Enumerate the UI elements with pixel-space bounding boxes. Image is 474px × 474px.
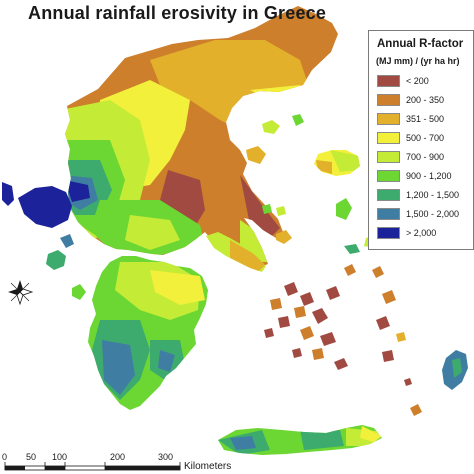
scale-tick-label: 100 [52,452,68,462]
legend-swatch [377,75,400,87]
legend-swatch [377,208,400,220]
legend-item: > 2,000 [377,227,473,239]
samothraki-island [292,114,304,126]
legend-swatch [377,113,400,125]
legend-item: 200 - 350 [377,94,473,106]
legend-swatch [377,189,400,201]
kefalonia-island [46,250,66,270]
legend-item: 500 - 700 [377,132,473,144]
scale-tick-label: 200 [110,452,126,462]
lesvos-island [314,150,360,176]
legend-swatch [377,132,400,144]
mainland-greece [65,6,338,268]
chios-island [336,198,352,220]
thasos-island [262,120,280,134]
skyros-island [276,230,292,244]
legend-units: (MJ mm) / (yr ha hr) [376,56,460,66]
legend-label: > 2,000 [406,228,437,238]
legend-swatch [377,94,400,106]
epirus-coast [18,186,72,228]
map-title: Annual rainfall erosivity in Greece [28,3,327,23]
legend-label: 1,500 - 2,000 [406,209,460,219]
scale-bar [4,462,181,471]
dodecanese-islands [372,266,422,416]
legend: Annual R-factor (MJ mm) / (yr ha hr) < 2… [368,30,474,250]
legend-swatch [377,227,400,239]
evia-island [206,232,266,272]
lefkada-island [60,234,74,248]
legend-label: < 200 [406,76,429,86]
corfu-island [2,182,14,206]
legend-item: 900 - 1,200 [377,170,473,182]
alonissos-island [276,206,286,216]
cyclades-islands [264,264,356,370]
rhodes-inner-zone [452,358,462,378]
zakynthos-island [72,284,86,300]
compass-rose-icon [8,280,34,306]
scale-tick-label: 50 [26,452,37,462]
legend-item: < 200 [377,75,473,87]
legend-label: 900 - 1,200 [406,171,452,181]
skopelos-island [262,204,272,214]
legend-swatch [377,170,400,182]
legend-label: 1,200 - 1,500 [406,190,460,200]
ikaria-island [344,244,360,254]
scale-tick-label: 300 [158,452,174,462]
legend-label: 700 - 900 [406,152,445,162]
crete-island [218,425,382,455]
legend-label: 500 - 700 [406,133,445,143]
scale-tick-label: 0 [2,452,8,462]
legend-label: 200 - 350 [406,95,445,105]
legend-item: 351 - 500 [377,113,473,125]
peloponnese [88,256,208,410]
scale-unit-label: Kilometers [184,461,232,472]
lemnos-island [246,146,266,164]
legend-item: 1,200 - 1,500 [377,189,473,201]
legend-item: 700 - 900 [377,151,473,163]
legend-title: Annual R-factor [377,38,464,50]
legend-label: 351 - 500 [406,114,445,124]
legend-item: 1,500 - 2,000 [377,208,473,220]
legend-swatch [377,151,400,163]
